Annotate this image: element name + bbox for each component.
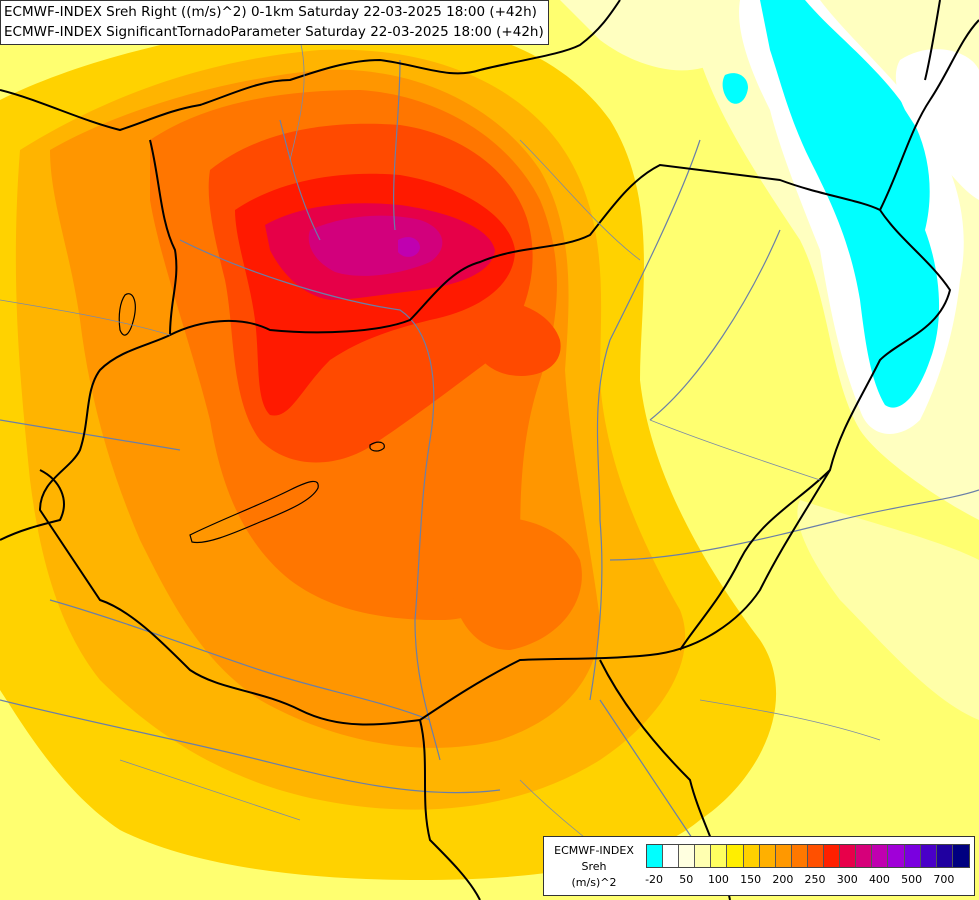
legend-swatch (695, 845, 712, 867)
river-mures (609, 489, 979, 561)
legend-swatch (647, 845, 664, 867)
field-magenta-peak (398, 237, 420, 257)
river-danube (179, 239, 441, 761)
river-north-1 (279, 119, 321, 241)
legend-swatch (791, 845, 808, 867)
region-line-6 (699, 699, 881, 741)
legend-tick-label: -20 (645, 873, 664, 886)
title-line-1: ECMWF-INDEX Sreh Right ((m/s)^2) 0-1km S… (4, 4, 537, 20)
legend-tick-label: 500 (901, 873, 923, 886)
legend-swatch (856, 845, 873, 867)
field-negative-north (722, 73, 748, 104)
legend-tick-label: 700 (933, 873, 955, 886)
legend-swatch (743, 845, 760, 867)
title-line-2: ECMWF-INDEX SignificantTornadoParameter … (4, 24, 544, 40)
field-near-zero-east (895, 49, 979, 201)
legend-caption: ECMWF-INDEX Sreh (m/s)^2 (544, 843, 644, 891)
legend-tick-label: 100 (707, 873, 729, 886)
legend-ticks: -20 50 100 150 200 250 300 400 500 700 (645, 872, 968, 888)
region-line-5 (119, 759, 301, 821)
legend-swatch (711, 845, 728, 867)
lake-neusiedl (118, 293, 136, 336)
river-east-1 (649, 229, 781, 421)
legend-tick-label: 300 (836, 873, 858, 886)
legend-model: ECMWF-INDEX (554, 844, 634, 857)
legend-swatch (840, 845, 857, 867)
field-red-orange-east (467, 299, 561, 376)
border-slovakia-north (0, 0, 621, 132)
river-sava (0, 699, 501, 794)
field-deep-orange-south (450, 516, 582, 650)
border-austria (149, 139, 178, 336)
border-hungary (38, 163, 952, 726)
legend-swatch (727, 845, 744, 867)
legend-swatch (807, 845, 825, 867)
border-romania (679, 469, 831, 651)
river-drava (49, 599, 431, 721)
legend-tick-label: 250 (804, 873, 826, 886)
color-legend: ECMWF-INDEX Sreh (m/s)^2 -20 50 100 150 200 2… (543, 836, 975, 896)
map-title: ECMWF-INDEX Sreh Right ((m/s)^2) 0-1km S… (0, 0, 549, 45)
legend-unit: (m/s)^2 (571, 876, 617, 889)
rivers (0, 59, 979, 881)
legend-swatch (663, 845, 680, 867)
legend-swatch (952, 845, 969, 867)
legend-tick-label: 50 (679, 873, 694, 886)
border-ukraine (879, 19, 979, 211)
border-slovenia (0, 469, 65, 541)
legend-swatch (824, 845, 841, 867)
lake-balaton (189, 480, 319, 544)
region-line-1 (0, 299, 171, 336)
field-negative (760, 0, 940, 408)
lake-small (369, 441, 385, 452)
legend-tick-label: 400 (868, 873, 890, 886)
region-line-3 (519, 139, 641, 261)
legend-swatch (904, 845, 921, 867)
field-lightest-ne (560, 0, 720, 71)
legend-tick-label: 200 (772, 873, 794, 886)
river-tisza (589, 139, 701, 701)
river-west-1 (0, 419, 181, 451)
region-line-2 (289, 39, 305, 161)
field-magenta (308, 215, 443, 276)
legend-tick-label: 150 (740, 873, 762, 886)
region-line-4 (649, 419, 821, 481)
border-moldova (924, 0, 941, 81)
legend-swatch (872, 845, 889, 867)
legend-swatch (759, 845, 776, 867)
legend-swatch (936, 845, 953, 867)
legend-swatch (920, 845, 937, 867)
legend-swatch (775, 845, 792, 867)
border-croatia (419, 719, 481, 900)
legend-swatch (888, 845, 905, 867)
legend-variable: Sreh (581, 860, 607, 873)
river-north-2 (393, 59, 401, 231)
legend-swatch (679, 845, 696, 867)
legend-swatches (646, 844, 970, 868)
field-light-southeast (797, 500, 979, 720)
